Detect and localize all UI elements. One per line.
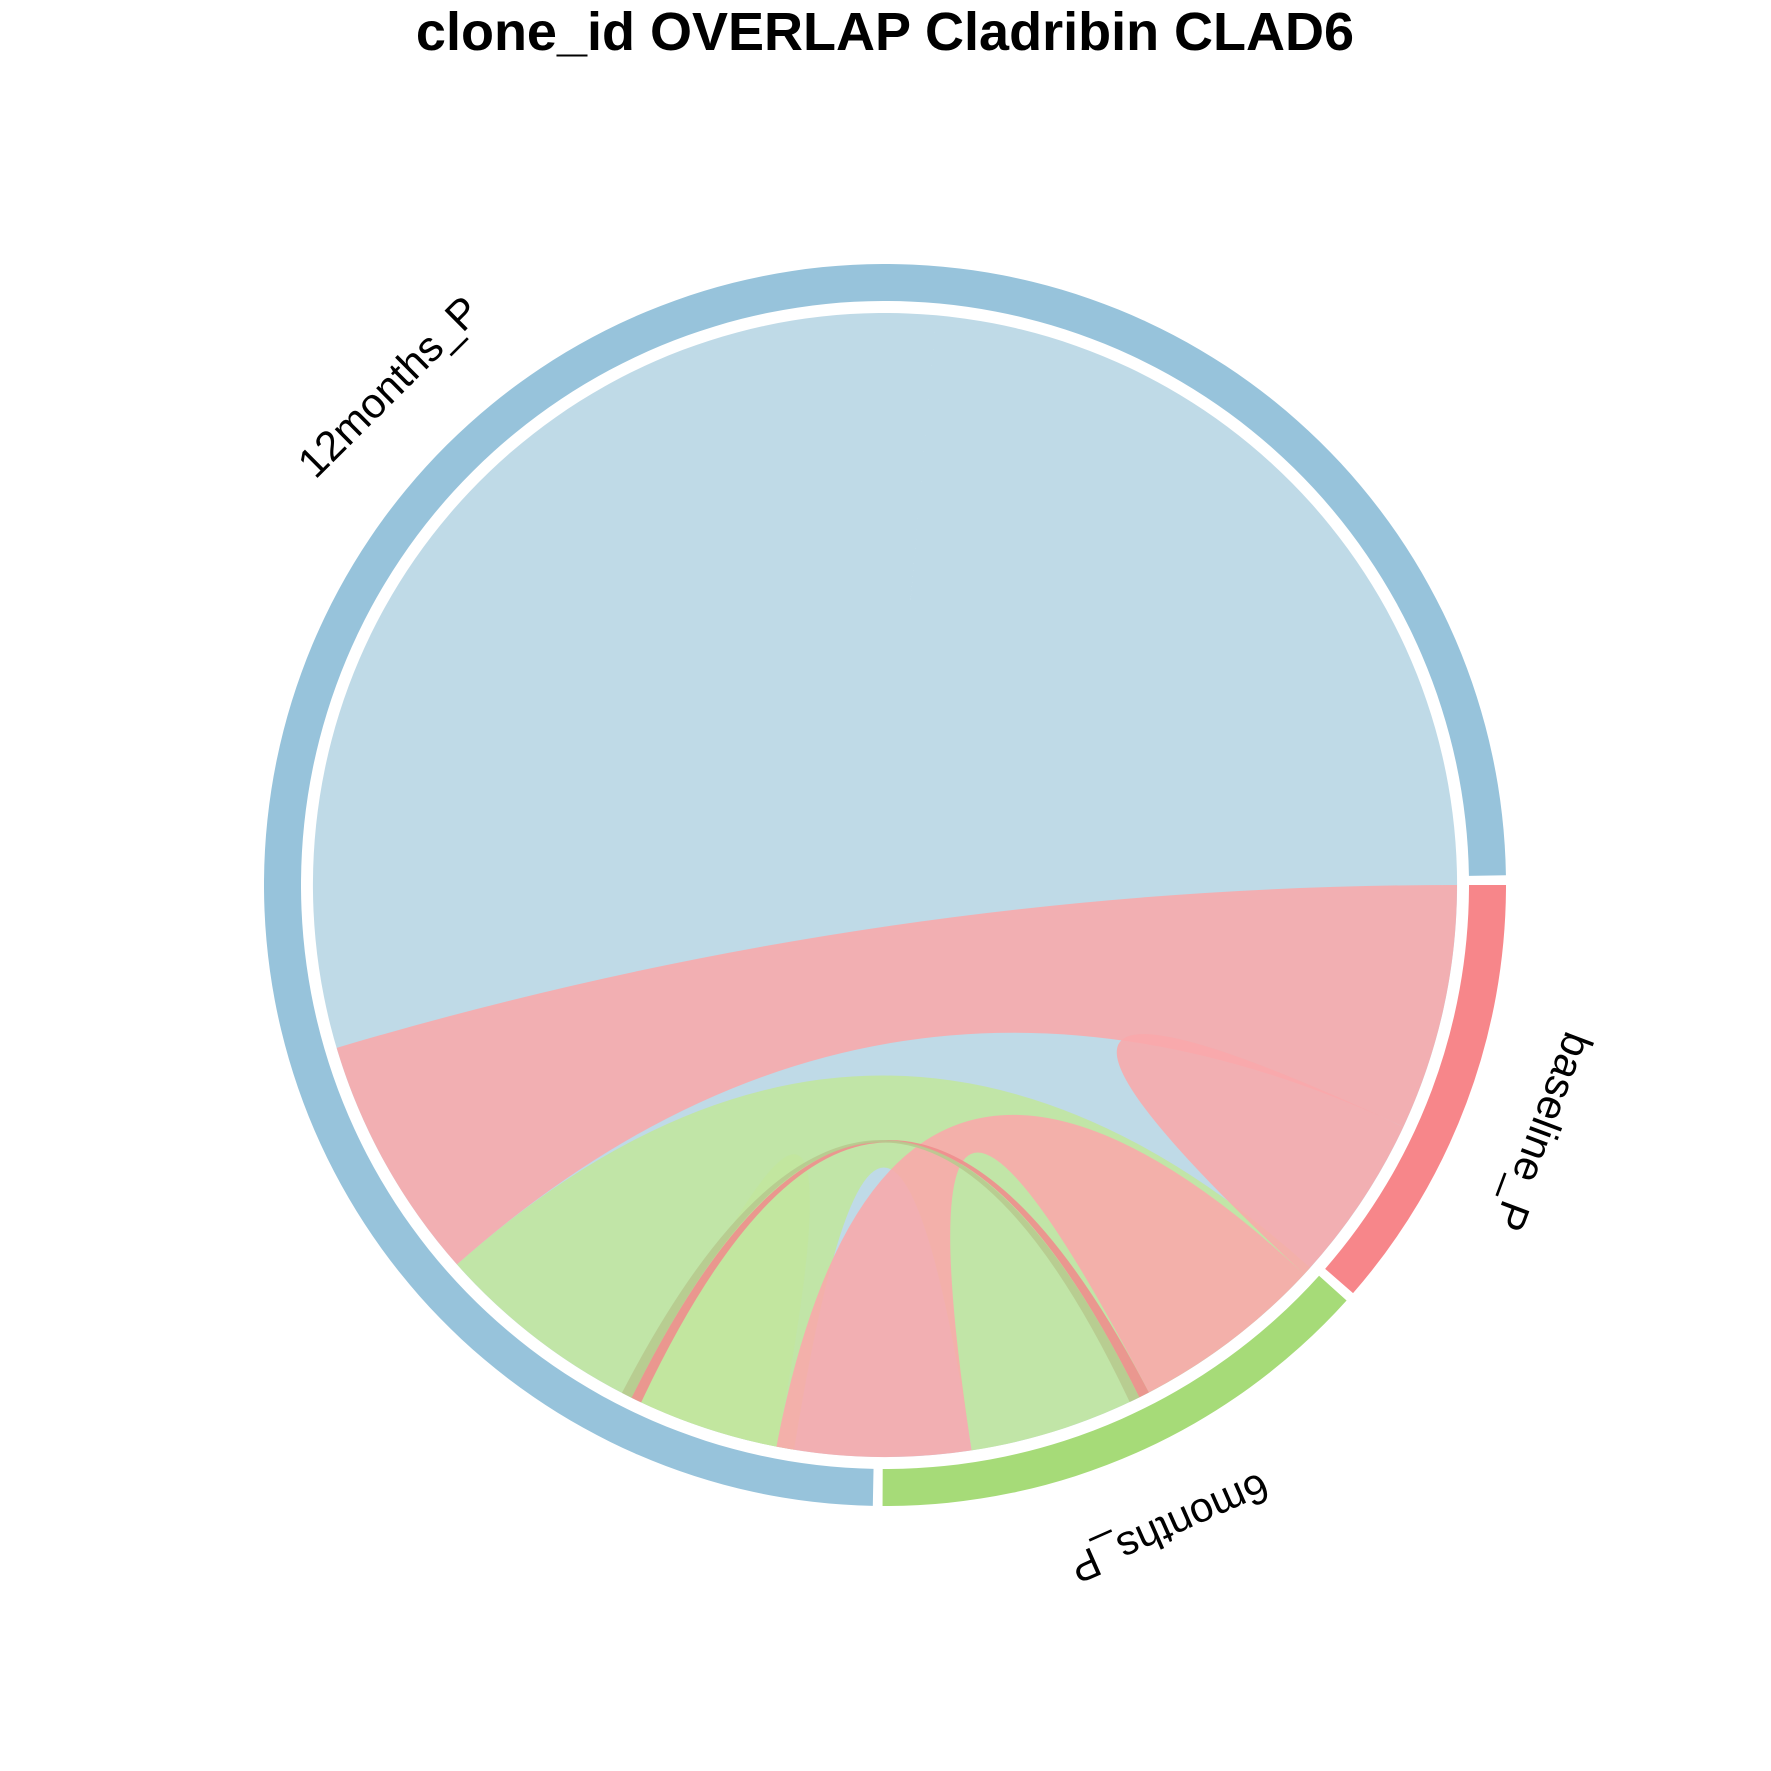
sector-label-6months_P: 6months_P	[1063, 1464, 1276, 1593]
link-baseline_P-to-6months_P-6	[631, 1140, 1149, 1403]
chart-title: clone_id OVERLAP Cladribin CLAD6	[416, 2, 1354, 62]
link-baseline_P-to-12months_P-2	[336, 885, 1457, 1265]
sector-arc-baseline_P	[1325, 885, 1506, 1294]
links-layer	[312, 312, 1458, 1458]
link-baseline_P-to-6months_P-4	[776, 1114, 1305, 1458]
link-6months_P-to-6months_P-5	[641, 1154, 810, 1447]
link-6months_P-to-baseline_P-7	[621, 1140, 1140, 1403]
link-baseline_P-to-baseline_P-3	[1116, 1034, 1404, 1275]
sector-arc-6months_P	[882, 1275, 1347, 1507]
sectors-layer	[263, 263, 1506, 1507]
sector-label-baseline_P: baseline_P	[1485, 1026, 1602, 1237]
